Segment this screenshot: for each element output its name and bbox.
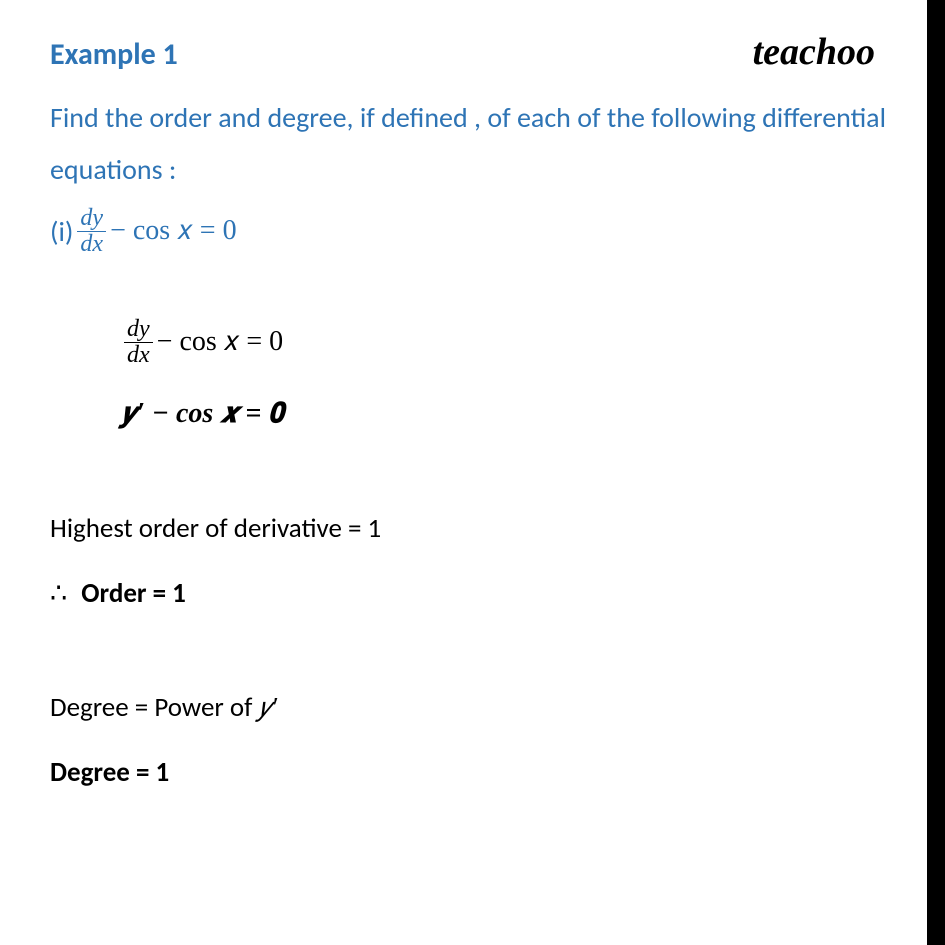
order-result-line: ∴ Order = 1 [50, 572, 895, 615]
degree-definition-line: Degree = Power of 𝑦′ [50, 686, 895, 729]
example-title: Example 1 [50, 36, 178, 73]
fraction-numerator-sol: dy [124, 317, 153, 342]
order-result: Order = 1 [81, 577, 186, 610]
step1-rest: − cos 𝑥 = 0 [157, 320, 284, 365]
brand-logo: teachoo [753, 30, 875, 74]
question-equation: (i) dy dx − cos 𝑥 = 0 [50, 206, 895, 257]
fraction-dydx: dy dx [77, 206, 106, 257]
solution-step-1: dy dx − cos 𝑥 = 0 [120, 317, 895, 368]
document-content: Example 1 teachoo Find the order and deg… [0, 0, 945, 846]
part-label: (i) [50, 214, 73, 249]
equation-rest: − cos 𝑥 = 0 [110, 215, 237, 247]
question-prompt: Find the order and degree, if defined , … [50, 92, 895, 196]
fraction-numerator: dy [77, 206, 106, 231]
header-row: Example 1 teachoo [50, 30, 895, 74]
solution-step-2: 𝒚′ − cos 𝒙 = 𝟎 [120, 392, 895, 437]
degree-def-var: 𝑦′ [258, 692, 277, 722]
right-sidebar [927, 0, 945, 945]
fraction-dydx-sol: dy dx [124, 317, 153, 368]
solution-block: dy dx − cos 𝑥 = 0 𝒚′ − cos 𝒙 = 𝟎 Highest… [50, 317, 895, 794]
degree-def-text: Degree = Power of [50, 691, 258, 724]
highest-order-line: Highest order of derivative = 1 [50, 507, 895, 550]
fraction-denominator: dx [77, 231, 106, 257]
therefore-symbol: ∴ [50, 578, 67, 608]
fraction-denominator-sol: dx [124, 342, 153, 368]
degree-result: Degree = 1 [50, 751, 895, 794]
